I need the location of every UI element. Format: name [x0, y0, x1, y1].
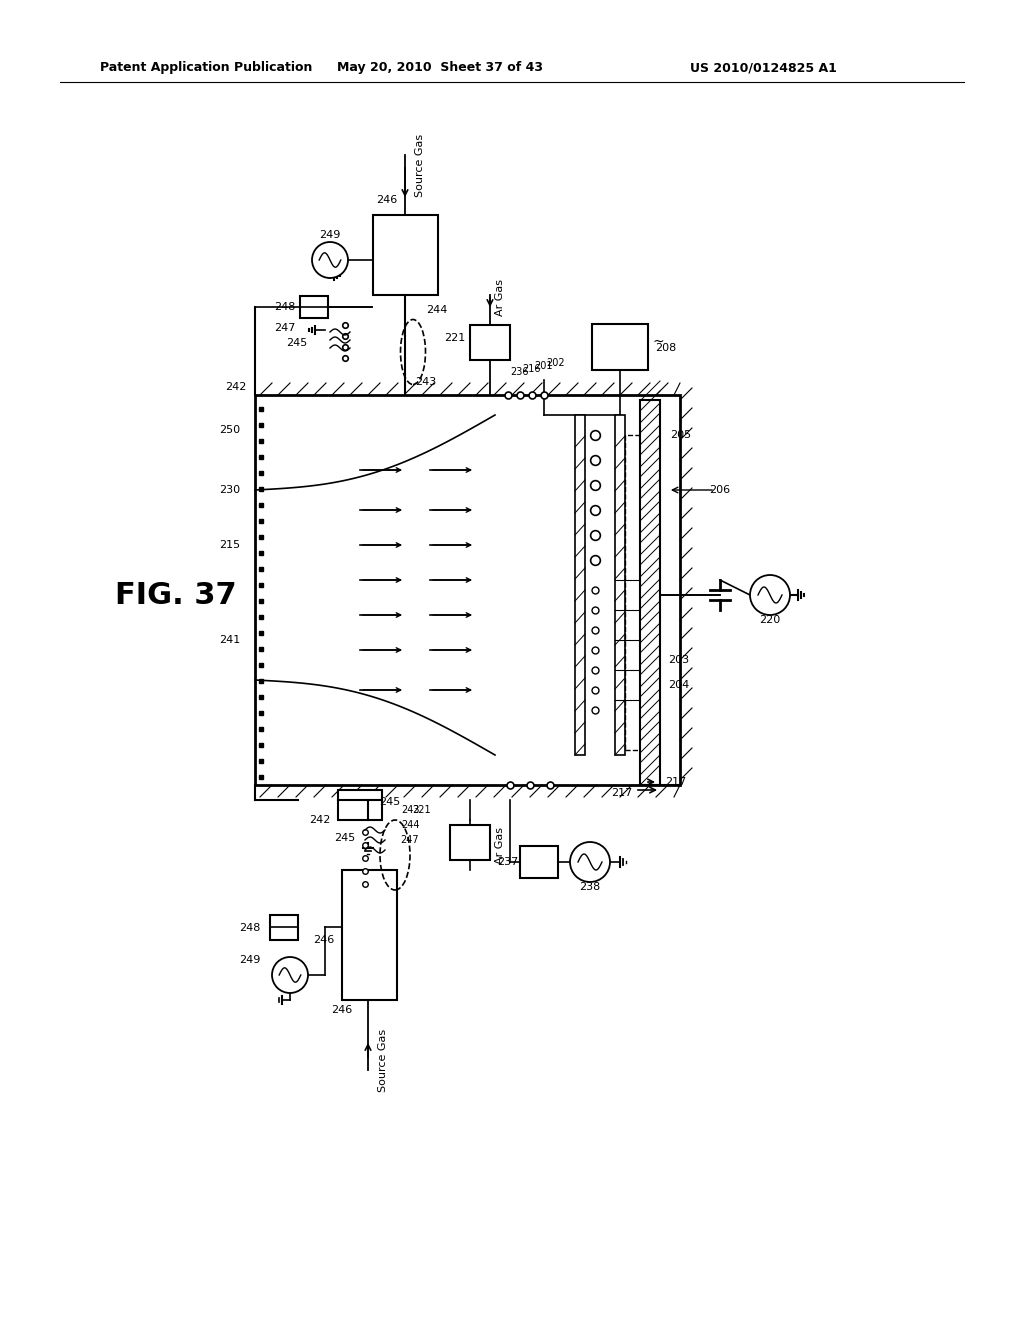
Text: 238: 238: [580, 882, 601, 892]
Bar: [520, 846, 558, 878]
Bar: [470, 325, 510, 360]
Text: 241: 241: [219, 635, 240, 645]
Text: ~: ~: [652, 335, 664, 348]
Text: 206: 206: [710, 484, 730, 495]
Text: 249: 249: [239, 954, 260, 965]
Text: 244: 244: [426, 305, 447, 315]
Text: 220: 220: [760, 615, 780, 624]
Text: 217: 217: [665, 777, 686, 787]
Text: 221: 221: [443, 333, 465, 343]
Text: May 20, 2010  Sheet 37 of 43: May 20, 2010 Sheet 37 of 43: [337, 62, 543, 74]
Text: Ar Gas: Ar Gas: [495, 280, 505, 317]
Bar: [640, 400, 660, 785]
Text: 243: 243: [415, 378, 436, 387]
Text: 203: 203: [668, 655, 689, 665]
Text: 237: 237: [497, 857, 518, 867]
Text: 242: 242: [308, 814, 330, 825]
Text: 247: 247: [274, 323, 296, 333]
Text: 245: 245: [334, 833, 355, 843]
Text: 249: 249: [319, 230, 341, 240]
Text: 204: 204: [668, 680, 689, 690]
Bar: [373, 215, 438, 294]
Text: 217: 217: [611, 788, 633, 799]
Bar: [592, 323, 648, 370]
Text: 230: 230: [219, 484, 240, 495]
Text: 246: 246: [331, 1005, 352, 1015]
Text: 246: 246: [376, 195, 397, 205]
Bar: [450, 825, 490, 861]
Text: 247: 247: [400, 836, 419, 845]
Text: US 2010/0124825 A1: US 2010/0124825 A1: [690, 62, 837, 74]
Text: 245: 245: [287, 338, 307, 348]
Text: 243: 243: [400, 805, 419, 814]
Text: 242: 242: [225, 381, 247, 392]
Text: 236: 236: [510, 367, 528, 378]
Bar: [270, 915, 298, 940]
Bar: [255, 395, 680, 785]
Text: 246: 246: [312, 935, 334, 945]
Circle shape: [570, 842, 610, 882]
Circle shape: [272, 957, 308, 993]
Bar: [342, 870, 397, 1001]
Text: 244: 244: [400, 820, 419, 830]
Circle shape: [312, 242, 348, 279]
Text: 248: 248: [274, 302, 296, 312]
Text: 215: 215: [219, 540, 240, 550]
Text: Source Gas: Source Gas: [415, 133, 425, 197]
Bar: [575, 414, 585, 755]
Text: 208: 208: [655, 343, 676, 352]
Text: 216: 216: [522, 364, 541, 374]
Bar: [300, 296, 328, 318]
Text: FIG. 37: FIG. 37: [115, 581, 237, 610]
Bar: [338, 789, 382, 820]
Text: 202: 202: [546, 358, 564, 368]
Text: 250: 250: [219, 425, 240, 436]
Text: 221: 221: [413, 805, 431, 814]
Circle shape: [750, 576, 790, 615]
Text: 245: 245: [379, 797, 400, 807]
Text: Ar Gas: Ar Gas: [495, 826, 505, 863]
Bar: [615, 414, 625, 755]
Text: 205: 205: [670, 430, 691, 440]
Text: 248: 248: [239, 923, 260, 933]
Text: Patent Application Publication: Patent Application Publication: [100, 62, 312, 74]
Text: 201: 201: [534, 360, 553, 371]
Text: Source Gas: Source Gas: [378, 1028, 388, 1092]
